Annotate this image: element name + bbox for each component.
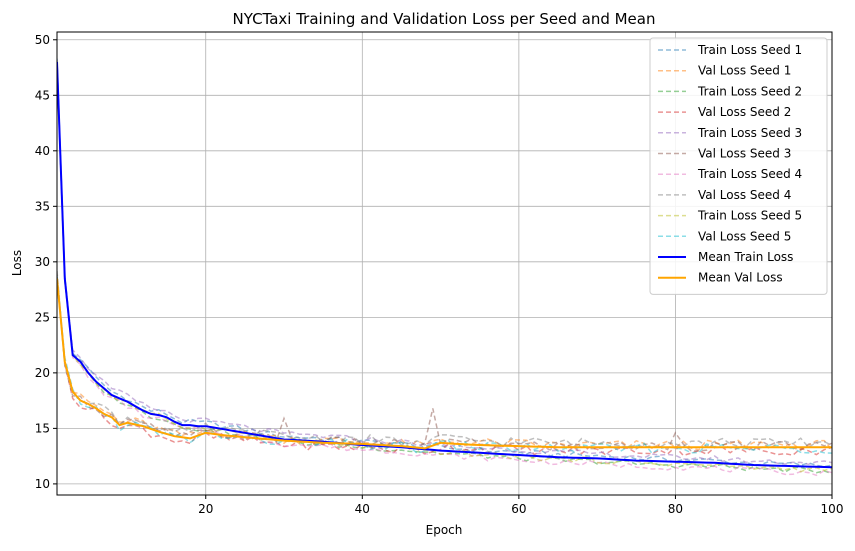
x-axis-label: Epoch xyxy=(426,523,463,537)
legend-label: Train Loss Seed 4 xyxy=(697,167,802,181)
legend-label: Mean Val Loss xyxy=(698,271,783,285)
y-axis-label: Loss xyxy=(10,250,24,276)
legend-box xyxy=(649,37,828,295)
series-line-val-loss-seed-3 xyxy=(57,274,832,452)
legend-label: Train Loss Seed 2 xyxy=(697,84,802,98)
y-tick-label: 30 xyxy=(35,255,50,269)
series-line-mean-val-loss xyxy=(57,278,832,450)
legend: Train Loss Seed 1 Val Loss Seed 1 Train Lo… xyxy=(649,37,828,295)
series-line-val-loss-seed-5 xyxy=(57,276,832,455)
ticks-layer: 20 40 60 80 100 10 15 20 25 30 35 40 45 50 xyxy=(35,33,844,516)
chart-title: NYCTaxi Training and Validation Loss per… xyxy=(233,10,656,28)
x-tick-label: 20 xyxy=(198,502,213,516)
legend-label: Val Loss Seed 2 xyxy=(698,105,791,119)
series-line-train-loss-seed-5 xyxy=(57,63,832,473)
x-tick-label: 40 xyxy=(355,502,370,516)
series-line-train-loss-seed-3 xyxy=(57,60,832,466)
y-tick-label: 40 xyxy=(35,144,50,158)
legend-label: Train Loss Seed 1 xyxy=(697,43,802,57)
y-tick-label: 15 xyxy=(35,421,50,435)
y-tick-label: 50 xyxy=(35,33,50,47)
y-tick-label: 45 xyxy=(35,88,50,102)
legend-label: Train Loss Seed 3 xyxy=(697,126,802,140)
x-tick-label: 60 xyxy=(511,502,526,516)
y-tick-label: 10 xyxy=(35,477,50,491)
legend-label: Val Loss Seed 5 xyxy=(698,229,791,243)
legend-label: Train Loss Seed 5 xyxy=(697,209,802,223)
y-tick-label: 20 xyxy=(35,366,50,380)
legend-label: Val Loss Seed 1 xyxy=(698,64,791,78)
series-layer xyxy=(57,58,832,477)
x-tick-label: 80 xyxy=(668,502,683,516)
series-line-val-loss-seed-4 xyxy=(57,271,832,449)
plot-frame xyxy=(56,31,833,496)
y-tick-label: 35 xyxy=(35,199,50,213)
legend-label: Mean Train Loss xyxy=(698,250,793,264)
legend-label: Val Loss Seed 4 xyxy=(698,188,791,202)
series-line-mean-train-loss xyxy=(57,61,832,469)
x-tick-label: 100 xyxy=(821,502,844,516)
legend-label: Val Loss Seed 3 xyxy=(698,147,791,161)
series-line-val-loss-seed-2 xyxy=(57,277,832,457)
y-tick-label: 25 xyxy=(35,310,50,324)
